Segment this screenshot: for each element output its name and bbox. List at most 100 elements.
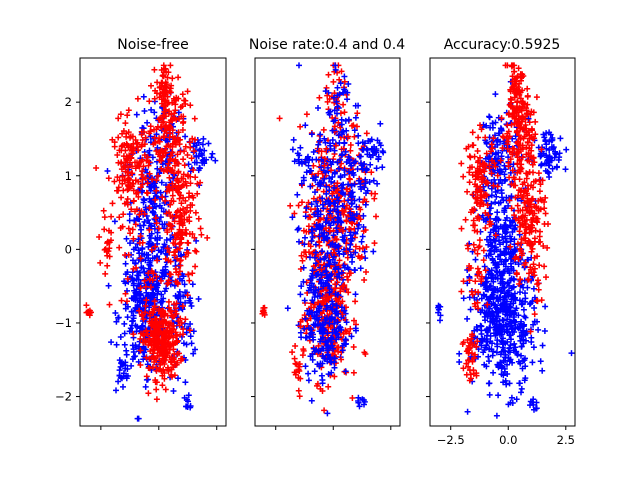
data-point-blue	[187, 299, 194, 306]
data-point-red	[306, 249, 312, 256]
data-point-red	[162, 197, 169, 204]
data-point-red	[163, 143, 170, 150]
data-point-red	[153, 187, 160, 194]
data-point-blue	[123, 235, 130, 242]
data-point-blue	[348, 251, 354, 258]
data-point-red	[114, 152, 121, 158]
data-point-red	[101, 226, 108, 233]
data-point-red	[118, 166, 125, 173]
data-point-red	[174, 151, 181, 158]
data-point-red	[303, 111, 310, 118]
data-point-blue	[312, 241, 319, 248]
data-point-red	[158, 277, 164, 284]
data-point-red	[142, 175, 149, 182]
data-point-red	[137, 362, 144, 368]
data-point-red	[349, 395, 356, 401]
data-point-blue	[184, 396, 190, 403]
data-point-blue	[295, 225, 302, 232]
data-point-red	[93, 165, 100, 171]
data-point-red	[191, 115, 198, 122]
data-point-red	[97, 259, 104, 266]
data-point-red	[166, 271, 173, 277]
data-point-blue	[117, 363, 124, 370]
data-point-red	[182, 101, 189, 107]
data-point-red	[143, 373, 150, 380]
data-point-blue	[119, 375, 125, 382]
data-point-red	[175, 230, 182, 237]
data-point-blue	[340, 251, 347, 258]
data-point-red	[133, 264, 140, 271]
data-point-red	[174, 359, 181, 366]
data-point-red	[300, 227, 307, 234]
data-point-red	[138, 158, 145, 165]
data-point-red	[151, 359, 158, 365]
data-point-red	[154, 336, 161, 343]
data-point-red	[150, 346, 156, 353]
data-point-red	[166, 330, 173, 337]
data-point-red	[114, 187, 120, 194]
data-point-blue	[352, 291, 359, 298]
data-point-blue	[131, 217, 138, 224]
data-point-red	[87, 309, 93, 316]
data-point-red	[163, 210, 170, 217]
data-point-red	[165, 99, 172, 106]
data-point-blue	[128, 362, 135, 369]
data-point-red	[147, 123, 154, 130]
data-point-red	[189, 270, 196, 277]
data-point-blue	[147, 222, 154, 229]
data-point-red	[173, 310, 180, 317]
data-point-blue	[143, 251, 150, 258]
data-point-red	[150, 354, 157, 360]
data-point-blue	[141, 197, 148, 204]
x-tick-label: 2.5	[557, 433, 575, 447]
data-point-red	[132, 177, 139, 184]
data-point-blue	[185, 161, 192, 168]
data-point-red	[163, 166, 169, 173]
data-point-red	[121, 163, 128, 170]
data-point-red	[161, 361, 168, 367]
data-point-red	[181, 216, 188, 223]
data-point-red	[171, 350, 178, 357]
data-point-red	[169, 117, 176, 124]
data-point-red	[116, 177, 123, 184]
data-point-red	[193, 248, 200, 255]
data-point-red	[305, 199, 312, 206]
data-point-red	[157, 359, 164, 366]
data-point-blue	[296, 238, 302, 245]
data-point-red	[127, 133, 134, 140]
data-point-red	[147, 284, 154, 291]
data-point-red	[119, 180, 126, 187]
data-point-red	[189, 231, 196, 237]
data-point-red	[137, 184, 144, 191]
data-point-red	[164, 346, 170, 353]
data-point-blue	[196, 164, 203, 171]
data-point-blue	[158, 298, 165, 305]
data-point-blue	[319, 195, 326, 202]
data-point-red	[189, 192, 196, 199]
data-point-red	[155, 172, 162, 179]
data-point-blue	[325, 197, 332, 204]
data-point-red	[165, 298, 172, 305]
data-point-red	[118, 194, 125, 201]
data-point-blue	[308, 131, 315, 138]
data-point-red	[155, 225, 162, 232]
data-point-blue	[322, 169, 329, 176]
data-point-blue	[122, 260, 129, 267]
data-point-blue	[135, 358, 142, 365]
data-point-red	[169, 75, 176, 82]
data-point-red	[100, 207, 107, 214]
data-point-red	[186, 190, 193, 197]
data-point-blue	[162, 250, 169, 257]
data-point-red	[178, 183, 185, 190]
data-point-red	[147, 331, 154, 338]
data-point-blue	[305, 162, 312, 169]
data-point-blue	[176, 275, 183, 282]
data-point-red	[116, 214, 123, 221]
data-point-blue	[317, 131, 324, 138]
data-point-red	[130, 140, 137, 147]
data-point-red	[171, 110, 178, 117]
data-point-red	[124, 112, 131, 119]
data-point-red	[167, 130, 174, 137]
data-point-red	[122, 252, 128, 258]
data-point-red	[166, 354, 173, 361]
